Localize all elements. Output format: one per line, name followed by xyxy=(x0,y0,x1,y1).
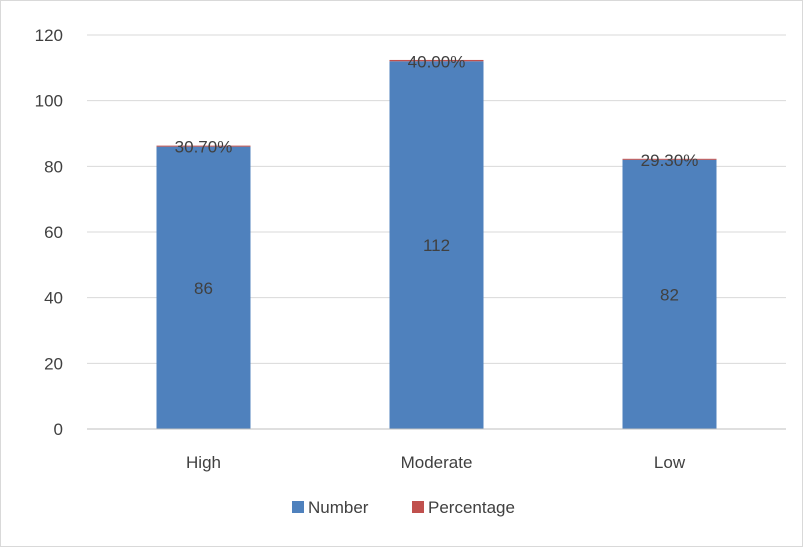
y-tick-label: 60 xyxy=(44,223,63,242)
bar-percentage xyxy=(389,59,484,62)
y-tick-label: 0 xyxy=(54,420,63,439)
y-tick-label: 40 xyxy=(44,289,63,308)
bar-number xyxy=(622,159,717,429)
x-category-label: Low xyxy=(654,453,686,472)
x-category-label: Moderate xyxy=(401,453,473,472)
data-label-number: 82 xyxy=(660,285,679,304)
legend-swatch xyxy=(412,501,424,513)
y-axis-ticks: 0 20 40 60 80 100 120 xyxy=(35,26,63,439)
bar-number xyxy=(156,146,251,429)
y-tick-label: 120 xyxy=(35,26,63,45)
bars: 86 30.70% 112 40.00% 82 29.30% xyxy=(156,52,717,430)
y-tick-label: 100 xyxy=(35,92,63,111)
legend-label: Number xyxy=(308,498,369,517)
x-category-label: High xyxy=(186,453,221,472)
x-axis-labels: High Moderate Low xyxy=(186,453,686,472)
y-tick-label: 80 xyxy=(44,157,63,176)
bar-number xyxy=(389,61,484,430)
data-label-number: 86 xyxy=(194,279,213,298)
data-label-number: 112 xyxy=(423,236,450,255)
bar-percentage xyxy=(622,158,717,160)
data-label-percentage: 29.30% xyxy=(641,151,699,170)
legend: Number Percentage xyxy=(292,498,515,517)
data-label-percentage: 40.00% xyxy=(408,52,466,71)
legend-label: Percentage xyxy=(428,498,515,517)
bar-percentage xyxy=(156,145,251,147)
y-tick-label: 20 xyxy=(44,354,63,373)
data-label-percentage: 30.70% xyxy=(175,138,233,157)
legend-swatch xyxy=(292,501,304,513)
